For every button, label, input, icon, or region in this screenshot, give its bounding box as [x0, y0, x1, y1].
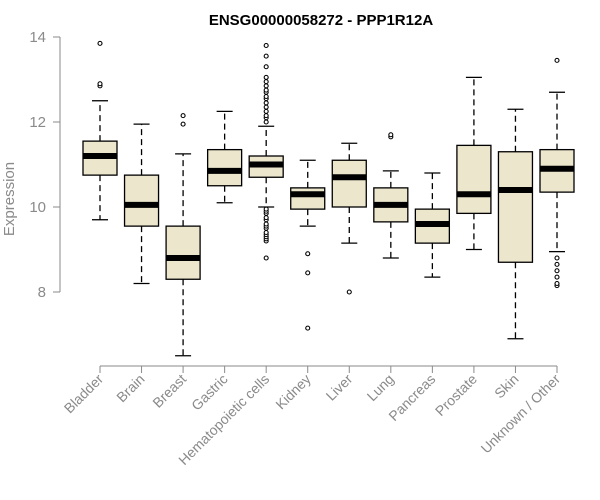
outlier-point: [263, 215, 269, 221]
outlier-point: [263, 206, 269, 212]
box-prostate: [456, 76, 492, 251]
iqr-box: [331, 159, 367, 208]
x-tick-label: Breast: [149, 371, 189, 411]
iqr-box: [123, 174, 160, 227]
outlier-point: [263, 100, 269, 106]
x-tick-label: Kidney: [272, 371, 314, 413]
outlier-point: [263, 42, 269, 49]
outlier-point: [263, 221, 269, 227]
outlier-point: [263, 64, 269, 70]
outlier-point: [263, 87, 269, 93]
outlier-point: [180, 121, 186, 127]
box-gastric: [206, 110, 243, 204]
outlier-point: [263, 79, 269, 85]
outlier-point: [263, 119, 269, 125]
iqr-box: [206, 148, 243, 187]
outlier-point: [263, 53, 269, 59]
x-tick-label: Prostate: [432, 371, 480, 419]
box-brain: [123, 123, 160, 285]
outlier-point: [305, 325, 311, 331]
plot-area: [82, 40, 575, 357]
x-tick-label: Brain: [113, 371, 147, 405]
y-tick-label: 12: [29, 114, 46, 131]
outlier-point: [305, 251, 311, 257]
y-axis-label: Expression: [1, 162, 18, 236]
iqr-box: [165, 225, 201, 280]
outlier-point: [97, 81, 103, 87]
iqr-box: [456, 144, 492, 215]
outlier-point: [554, 268, 560, 274]
outlier-point: [263, 93, 269, 100]
outlier-point: [554, 255, 560, 261]
box-pancreas: [414, 172, 451, 278]
iqr-box: [497, 151, 534, 263]
outlier-point: [263, 108, 269, 114]
chart-title: ENSG00000058272 - PPP1R12A: [209, 12, 433, 29]
outlier-point: [97, 40, 103, 46]
y-tick-label: 14: [29, 29, 46, 46]
outlier-point: [263, 74, 269, 80]
iqr-box: [290, 187, 326, 210]
y-axis: 8 10 12 14: [29, 29, 61, 301]
outlier-point: [554, 261, 560, 267]
outlier-point: [180, 113, 186, 119]
outlier-point: [554, 57, 560, 63]
y-tick-label: 8: [38, 284, 46, 301]
outlier-point: [263, 113, 269, 119]
outlier-point: [263, 255, 269, 261]
box-bladder: [82, 40, 118, 221]
outlier-point: [346, 289, 352, 295]
x-tick-label: Liver: [323, 371, 356, 404]
x-tick-label: Bladder: [61, 371, 107, 417]
box-hematopoietic-cells: [248, 42, 284, 261]
x-tick-label: Unknown / Other: [478, 371, 564, 457]
box-liver: [331, 142, 367, 295]
outlier-point: [305, 270, 311, 276]
box-kidney: [290, 159, 326, 331]
y-tick-label: 10: [29, 199, 46, 216]
box-skin: [497, 108, 534, 340]
outlier-point: [388, 132, 394, 138]
outlier-point: [554, 274, 560, 280]
box-unknown-other: [539, 57, 575, 289]
x-tick-label: Lung: [364, 371, 397, 404]
box-breast: [165, 113, 201, 357]
x-tick-label: Skin: [491, 371, 522, 402]
outlier-point: [554, 280, 560, 287]
outlier-point: [263, 104, 269, 110]
box-lung: [373, 132, 409, 259]
outlier-point: [263, 83, 269, 89]
outlier-point: [263, 229, 269, 236]
